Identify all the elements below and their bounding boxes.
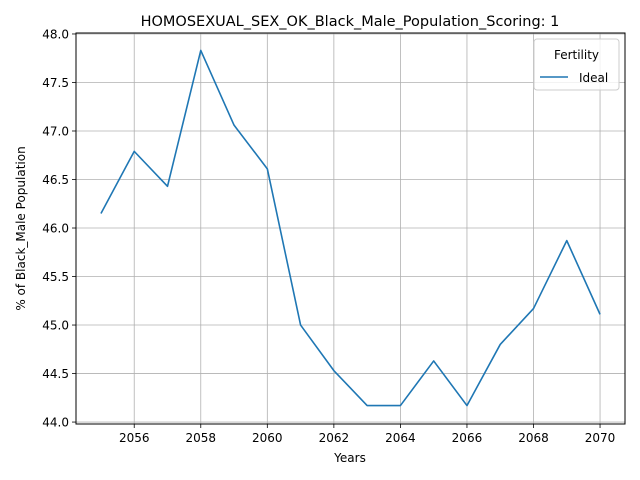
grid-lines <box>76 33 625 424</box>
legend: Fertility Ideal <box>533 38 620 91</box>
series-line-ideal <box>100 49 601 407</box>
y-axis-label: % of Black_Male Population <box>14 146 28 310</box>
x-tick-label: 2070 <box>585 431 616 445</box>
x-tick-label: 2060 <box>252 431 283 445</box>
legend-label-ideal: Ideal <box>579 71 608 85</box>
x-tick-label: 2066 <box>452 431 483 445</box>
x-tick-label: 2056 <box>119 431 150 445</box>
y-tick-label: 46.5 <box>42 173 69 187</box>
x-tick-label: 2058 <box>185 431 216 445</box>
chart-title: HOMOSEXUAL_SEX_OK_Black_Male_Population_… <box>141 14 560 30</box>
y-axis-ticks: 44.0 44.5 45.0 45.5 46.0 46.5 47.0 47.5 48.0 <box>42 27 76 430</box>
y-tick-label: 47.5 <box>42 76 69 90</box>
y-tick-label: 46.0 <box>42 222 69 236</box>
y-tick-label: 45.5 <box>42 270 69 284</box>
x-tick-label: 2064 <box>385 431 416 445</box>
legend-title: Fertility <box>554 48 599 62</box>
series-layer <box>100 49 601 407</box>
y-tick-label: 48.0 <box>42 27 69 41</box>
x-tick-label: 2068 <box>518 431 549 445</box>
x-tick-label: 2062 <box>319 431 350 445</box>
plot-frame <box>75 32 626 425</box>
y-tick-label: 44.0 <box>42 416 69 430</box>
y-tick-label: 47.0 <box>42 124 69 138</box>
x-axis-ticks: 2056 2058 2060 2062 2064 2066 2068 2070 <box>119 424 615 445</box>
x-axis-label: Years <box>333 451 366 465</box>
y-tick-label: 44.5 <box>42 367 69 381</box>
y-tick-label: 45.0 <box>42 319 69 333</box>
